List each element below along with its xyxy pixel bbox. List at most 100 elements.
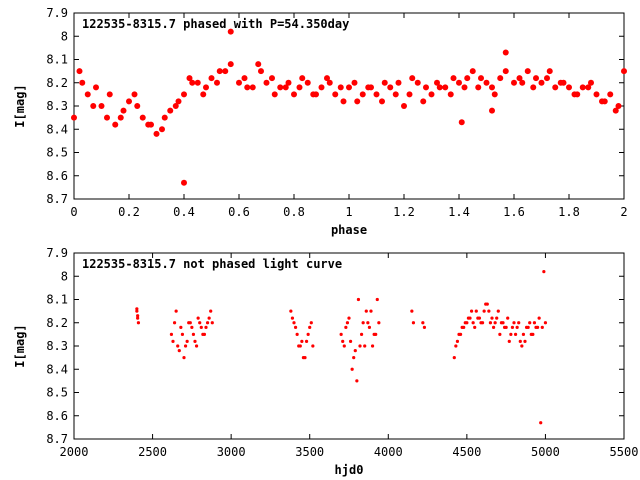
x-tick-label: 1.4	[448, 205, 470, 219]
data-point	[324, 75, 330, 82]
data-point	[172, 103, 179, 109]
x-tick-label: 1.2	[393, 205, 415, 219]
data-point	[463, 321, 467, 325]
data-point	[471, 321, 475, 325]
data-point	[171, 339, 175, 343]
data-point	[498, 332, 502, 336]
data-point	[352, 356, 356, 360]
x-tick-label: 3000	[217, 445, 246, 459]
data-point	[117, 114, 124, 121]
data-point	[299, 75, 306, 82]
data-point	[308, 325, 312, 329]
data-point	[364, 309, 368, 313]
data-point	[409, 75, 416, 82]
data-point	[421, 321, 425, 325]
x-tick-label: 0.6	[228, 205, 250, 219]
data-point	[159, 126, 165, 133]
data-point	[585, 84, 592, 91]
data-point	[269, 75, 275, 82]
x-ticks: 2000 2500 3000 3500 4000 4500 5000 5500	[60, 253, 638, 459]
data-point	[593, 91, 600, 98]
data-point	[482, 309, 486, 313]
data-point	[621, 68, 627, 75]
data-point	[344, 325, 348, 329]
data-point	[290, 316, 295, 320]
y-ticks: 7.9 8 8.1 8.2 8.3 8.4 8.5 8.6 8.7	[46, 246, 624, 446]
data-point	[161, 114, 168, 121]
data-point	[497, 75, 504, 82]
x-tick-label: 1.6	[503, 205, 525, 219]
data-point	[504, 325, 508, 329]
data-point	[153, 130, 160, 137]
data-point	[495, 316, 499, 320]
data-point	[369, 309, 373, 313]
data-point	[428, 91, 435, 98]
data-point	[455, 339, 460, 343]
data-point	[420, 98, 427, 105]
data-point	[136, 321, 141, 325]
data-point	[359, 91, 366, 98]
data-point	[363, 344, 367, 348]
data-point	[507, 339, 511, 343]
data-point	[521, 332, 526, 336]
data-point	[356, 297, 361, 302]
data-point	[194, 79, 201, 86]
data-point	[615, 103, 622, 109]
x-axis-label: hjd0	[335, 463, 364, 477]
data-point	[375, 297, 379, 302]
data-point	[460, 325, 464, 329]
data-point	[612, 107, 619, 114]
x-tick-label: 0.2	[118, 205, 140, 219]
data-point	[354, 98, 361, 105]
data-point	[135, 307, 139, 311]
data-point	[474, 309, 478, 313]
data-point	[367, 325, 372, 329]
data-point	[520, 344, 524, 348]
data-point	[469, 309, 474, 313]
data-point	[519, 79, 526, 86]
data-point	[526, 325, 530, 329]
data-point	[282, 84, 289, 91]
data-point	[450, 75, 457, 82]
data-point	[210, 321, 214, 325]
y-tick-label: 8.1	[46, 53, 68, 67]
data-point	[199, 325, 203, 329]
data-point	[487, 309, 491, 313]
data-point	[300, 339, 304, 343]
data-point	[126, 98, 132, 105]
data-point	[79, 79, 86, 86]
data-point	[98, 103, 105, 109]
data-point	[337, 84, 344, 91]
data-point	[174, 309, 178, 313]
data-point	[341, 339, 345, 343]
x-axis-label: phase	[331, 223, 367, 237]
data-point	[169, 332, 174, 336]
data-point	[557, 79, 564, 86]
data-point	[423, 84, 429, 91]
data-point	[358, 344, 362, 348]
data-point	[182, 356, 186, 360]
data-point	[180, 332, 185, 336]
x-tick-label: 1	[345, 205, 352, 219]
data-point	[552, 84, 559, 91]
y-axis-label: I[mag]	[13, 84, 27, 127]
data-point	[227, 28, 234, 35]
plot-frame	[73, 252, 625, 440]
data-point	[512, 321, 516, 325]
data-point	[202, 332, 207, 336]
y-tick-label: 7.9	[46, 6, 68, 20]
data-point	[442, 84, 449, 91]
data-point	[186, 75, 193, 82]
data-point	[136, 316, 140, 320]
data-point	[601, 98, 608, 105]
unphased-light-curve-plot: 122535-8315.7 not phased light curve hjd…	[13, 246, 638, 477]
data-point	[359, 332, 364, 336]
plot-frame	[73, 12, 625, 200]
data-point	[227, 61, 234, 68]
data-point	[510, 325, 515, 329]
data-point	[353, 349, 357, 353]
data-point	[179, 325, 183, 329]
data-point	[530, 84, 537, 91]
data-point	[373, 91, 380, 98]
data-point	[411, 321, 416, 325]
